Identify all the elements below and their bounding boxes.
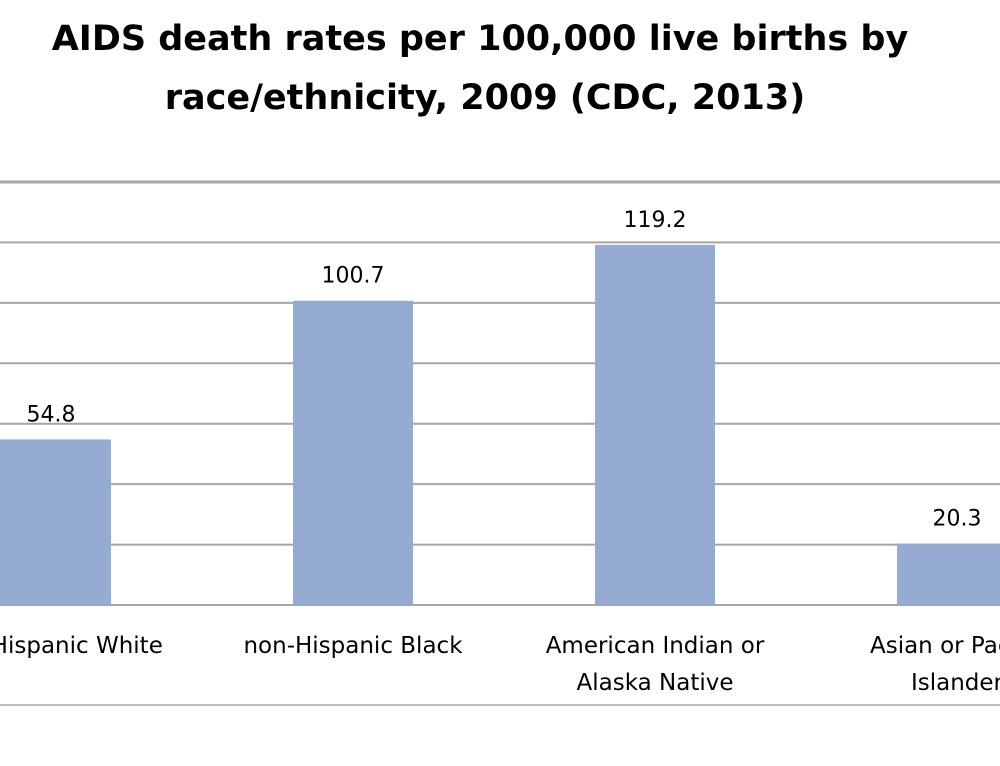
bar	[897, 543, 1000, 605]
x-tick-label: Islander	[911, 670, 1000, 696]
data-label: 100.7	[322, 264, 385, 289]
x-tick-label: Alaska Native	[577, 670, 734, 696]
x-tick-label: Asian or Pacific	[870, 633, 1000, 659]
chart-title-line-2: race/ethnicity, 2009 (CDC, 2013)	[164, 78, 806, 118]
x-tick-label: non-Hispanic Black	[243, 633, 463, 659]
data-label: 54.8	[27, 402, 76, 427]
data-label: 119.2	[624, 208, 687, 233]
data-label: 20.3	[933, 507, 982, 532]
bar	[293, 300, 413, 605]
bar	[0, 439, 111, 605]
bar	[595, 244, 715, 606]
x-tick-label: non-Hispanic White	[0, 633, 163, 659]
chart-title-line-1: AIDS death rates per 100,000 live births…	[51, 19, 909, 59]
x-tick-label: American Indian or	[546, 633, 765, 659]
